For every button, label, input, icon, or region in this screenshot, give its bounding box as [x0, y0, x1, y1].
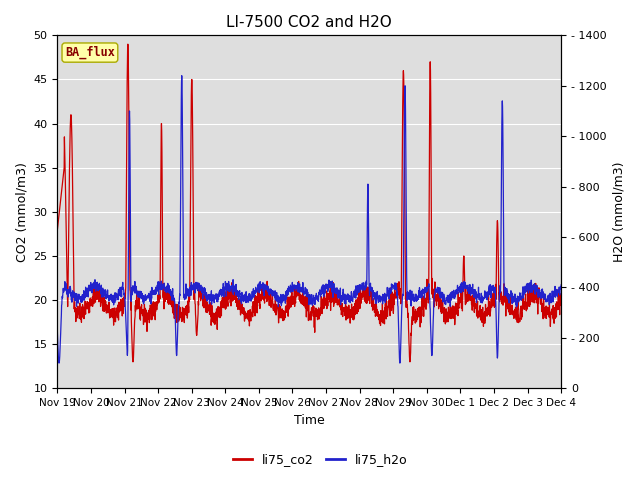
Title: LI-7500 CO2 and H2O: LI-7500 CO2 and H2O	[227, 15, 392, 30]
li75_h2o	[513, 303, 521, 309]
Line: li75_co2: li75_co2	[58, 44, 561, 362]
Line: li75_h2o: li75_h2o	[58, 76, 561, 363]
Y-axis label: CO2 (mmol/m3): CO2 (mmol/m3)	[15, 162, 28, 262]
li75_co2	[54, 227, 61, 232]
li75_co2	[335, 299, 342, 304]
li75_h2o	[195, 280, 202, 286]
li75_co2	[195, 298, 202, 304]
li75_co2	[557, 302, 565, 308]
li75_co2	[527, 290, 535, 296]
li75_h2o	[178, 73, 186, 79]
li75_co2	[456, 295, 463, 300]
li75_h2o	[324, 288, 332, 294]
li75_h2o	[335, 292, 342, 298]
li75_co2	[513, 304, 521, 310]
Y-axis label: H2O (mmol/m3): H2O (mmol/m3)	[612, 162, 625, 262]
li75_co2	[124, 41, 132, 47]
X-axis label: Time: Time	[294, 414, 324, 427]
li75_h2o	[54, 329, 61, 335]
li75_h2o	[55, 360, 63, 366]
li75_h2o	[527, 284, 535, 290]
li75_h2o	[456, 284, 463, 289]
Text: BA_flux: BA_flux	[65, 46, 115, 59]
li75_co2	[324, 303, 332, 309]
Legend: li75_co2, li75_h2o: li75_co2, li75_h2o	[228, 448, 412, 471]
li75_co2	[129, 359, 137, 365]
li75_h2o	[557, 282, 565, 288]
